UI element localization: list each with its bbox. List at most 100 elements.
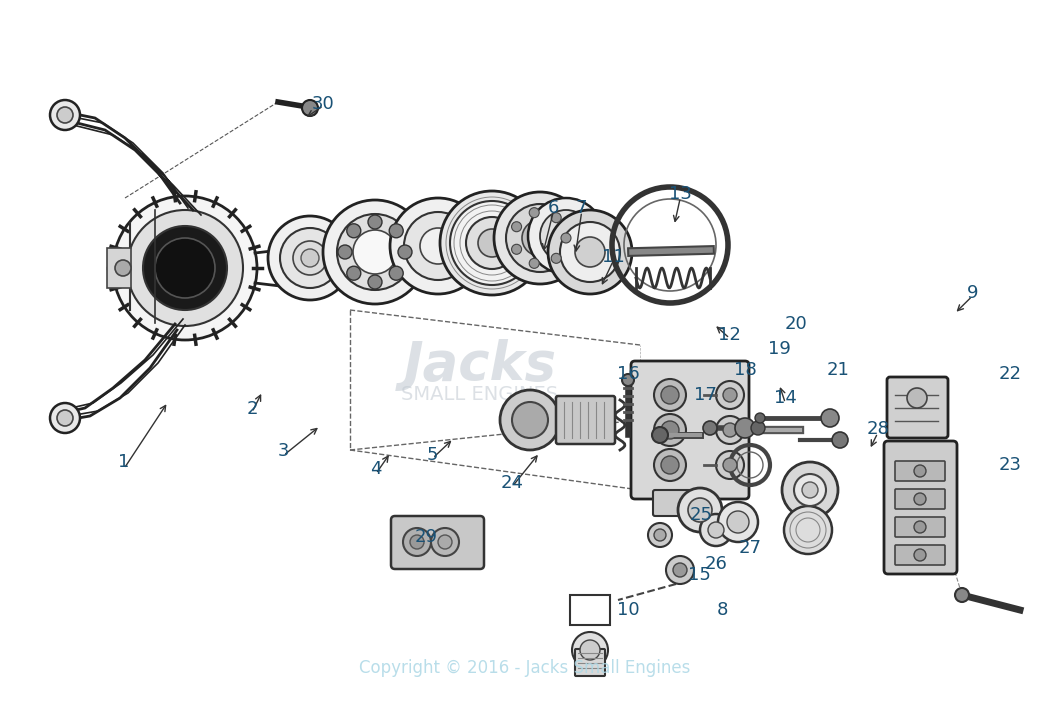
Circle shape xyxy=(652,427,668,443)
Circle shape xyxy=(704,421,717,435)
Circle shape xyxy=(662,421,679,439)
Circle shape xyxy=(554,224,578,248)
Circle shape xyxy=(575,237,605,267)
Circle shape xyxy=(794,474,826,506)
Circle shape xyxy=(678,488,722,532)
Text: 10: 10 xyxy=(616,601,639,619)
Circle shape xyxy=(914,465,926,477)
FancyBboxPatch shape xyxy=(887,377,948,438)
Circle shape xyxy=(50,100,80,130)
Circle shape xyxy=(268,216,352,300)
Text: 6: 6 xyxy=(548,199,559,217)
Circle shape xyxy=(143,226,227,310)
Text: 28: 28 xyxy=(866,419,889,438)
Circle shape xyxy=(430,528,459,556)
Circle shape xyxy=(751,421,765,435)
Circle shape xyxy=(572,632,608,668)
Circle shape xyxy=(440,191,544,295)
Circle shape xyxy=(338,245,352,259)
Text: 7: 7 xyxy=(576,199,587,217)
Text: SMALL ENGINES: SMALL ENGINES xyxy=(401,386,559,405)
Text: 12: 12 xyxy=(718,326,741,344)
Text: 4: 4 xyxy=(371,460,381,478)
Circle shape xyxy=(337,214,413,290)
Circle shape xyxy=(450,201,534,285)
Circle shape xyxy=(551,253,561,264)
Text: 11: 11 xyxy=(602,248,625,266)
Circle shape xyxy=(914,549,926,561)
Text: 18: 18 xyxy=(734,361,757,379)
Circle shape xyxy=(784,506,832,554)
Circle shape xyxy=(346,266,361,280)
Circle shape xyxy=(914,521,926,533)
Circle shape xyxy=(529,208,540,218)
Circle shape xyxy=(723,388,737,402)
Circle shape xyxy=(548,210,632,294)
Text: 16: 16 xyxy=(616,364,639,383)
Circle shape xyxy=(506,204,574,272)
Text: 1: 1 xyxy=(119,453,129,471)
Text: 22: 22 xyxy=(999,364,1022,383)
Circle shape xyxy=(529,258,540,269)
Circle shape xyxy=(57,410,74,426)
Circle shape xyxy=(50,403,80,433)
Circle shape xyxy=(420,228,456,264)
Text: 17: 17 xyxy=(694,386,717,404)
FancyBboxPatch shape xyxy=(631,361,749,499)
FancyBboxPatch shape xyxy=(575,649,605,676)
FancyBboxPatch shape xyxy=(895,517,945,537)
Circle shape xyxy=(511,244,522,255)
FancyBboxPatch shape xyxy=(653,490,697,516)
Circle shape xyxy=(727,511,749,533)
Circle shape xyxy=(116,260,131,276)
Circle shape xyxy=(551,213,561,223)
Circle shape xyxy=(390,266,403,280)
Circle shape xyxy=(403,528,430,556)
Text: 24: 24 xyxy=(501,474,524,492)
Circle shape xyxy=(716,381,744,409)
Circle shape xyxy=(561,233,571,243)
Circle shape xyxy=(755,413,765,423)
FancyBboxPatch shape xyxy=(884,441,957,574)
Circle shape xyxy=(511,221,522,232)
Circle shape xyxy=(666,556,694,584)
Circle shape xyxy=(718,502,758,542)
Circle shape xyxy=(280,228,340,288)
Text: 15: 15 xyxy=(688,565,711,584)
Circle shape xyxy=(654,449,686,481)
Text: 21: 21 xyxy=(826,361,849,379)
Circle shape xyxy=(528,198,604,274)
Circle shape xyxy=(716,451,744,479)
Text: Copyright © 2016 - Jacks Small Engines: Copyright © 2016 - Jacks Small Engines xyxy=(359,659,691,677)
Text: 23: 23 xyxy=(999,456,1022,474)
Circle shape xyxy=(821,409,839,427)
Circle shape xyxy=(688,498,712,522)
FancyBboxPatch shape xyxy=(107,248,131,288)
Circle shape xyxy=(914,493,926,505)
Circle shape xyxy=(478,229,506,257)
Circle shape xyxy=(708,522,724,538)
Circle shape xyxy=(802,482,818,498)
FancyBboxPatch shape xyxy=(556,396,615,444)
Text: 26: 26 xyxy=(705,555,728,573)
FancyBboxPatch shape xyxy=(391,516,484,569)
Circle shape xyxy=(353,230,397,274)
Circle shape xyxy=(648,523,672,547)
Text: 2: 2 xyxy=(247,400,257,418)
Circle shape xyxy=(494,192,586,284)
Circle shape xyxy=(438,535,452,549)
Circle shape xyxy=(560,222,619,282)
Circle shape xyxy=(410,535,424,549)
Circle shape xyxy=(113,196,257,340)
Text: 30: 30 xyxy=(312,95,335,114)
Circle shape xyxy=(302,100,318,116)
Text: 8: 8 xyxy=(717,601,728,619)
Text: 13: 13 xyxy=(669,185,692,203)
Circle shape xyxy=(398,245,412,259)
Text: 14: 14 xyxy=(774,389,797,407)
Text: 3: 3 xyxy=(278,442,289,460)
Circle shape xyxy=(956,588,969,602)
Circle shape xyxy=(654,414,686,446)
Circle shape xyxy=(662,386,679,404)
Circle shape xyxy=(580,640,600,660)
